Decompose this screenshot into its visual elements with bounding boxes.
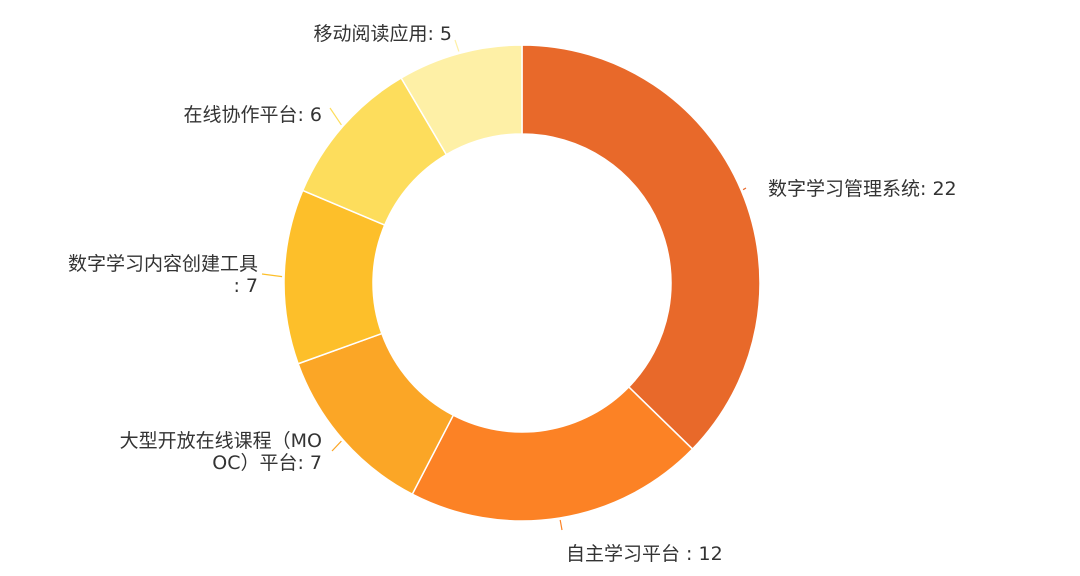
slice-label-line: OC）平台: 7 [212, 452, 322, 474]
labels-group: 数字学习管理系统: 22 自主学习平台 : 12 大型开放在线课程（MO OC）平台:… [68, 23, 957, 565]
slice-label-line: 移动阅读应用: 5 [313, 23, 452, 45]
slice-label-6: 移动阅读应用: 5 [313, 23, 452, 45]
leader-lines-group [261, 39, 747, 531]
slice-2 [411, 385, 694, 522]
slice-label-line: 数字学习内容创建工具 [68, 253, 258, 275]
slice-label-1: 数字学习管理系统: 22 [768, 178, 957, 200]
slice-label-3: 大型开放在线课程（MO OC）平台: 7 [120, 430, 322, 474]
slice-label-4: 数字学习内容创建工具: 7 [68, 253, 258, 297]
leader-line-6 [454, 39, 460, 52]
slice-label-2: 自主学习平台 : 12 [566, 543, 723, 565]
leader-line-1 [742, 187, 747, 191]
slice-6 [400, 44, 523, 156]
leader-line-4 [261, 273, 283, 278]
slice-label-line: 在线协作平台: 6 [183, 104, 322, 126]
slice-label-line: : 7 [233, 275, 258, 297]
slice-label-line: 自主学习平台 : 12 [566, 543, 723, 565]
leader-line-3 [331, 440, 342, 452]
slice-label-line: 数字学习管理系统: 22 [768, 178, 957, 200]
slice-1 [521, 44, 761, 451]
leader-line-5 [329, 107, 342, 126]
slices-group [283, 44, 761, 522]
slice-label-5: 在线协作平台: 6 [183, 104, 322, 126]
slice-label-line: 大型开放在线课程（MO [120, 430, 322, 452]
leader-line-2 [559, 519, 563, 531]
